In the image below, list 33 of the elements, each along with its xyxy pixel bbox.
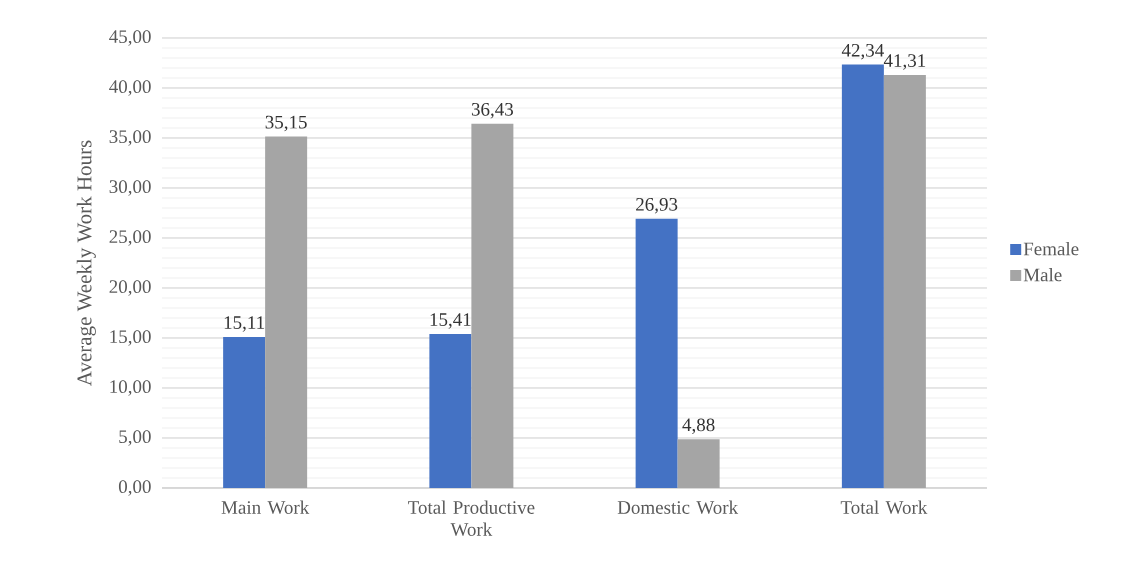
legend-label: Male [1023,268,1062,282]
bar [223,336,266,488]
bar [471,123,514,488]
legend-label: Female [1023,241,1079,256]
y-tick-label: 40,00 [109,80,151,96]
data-label: 41,31 [883,54,926,70]
data-label: 4,88 [682,418,715,434]
y-tick-label: 0,00 [118,480,151,496]
bar [635,218,678,488]
y-tick-label: 30,00 [109,180,151,196]
y-tick-label: 25,00 [109,230,151,246]
data-label: 36,43 [471,102,514,119]
data-label: 15,41 [430,313,471,329]
x-tick-label: Total Productive Work [408,500,535,536]
y-axis-title: Average Weekly Work Hours [76,140,96,386]
x-tick-label: Main Work [221,500,310,514]
data-label: 26,93 [636,197,678,214]
bar [841,64,884,488]
data-label: 42,34 [841,43,884,60]
data-label: 35,15 [265,115,307,132]
bar [677,439,720,488]
bar [265,136,308,488]
y-tick-label: 5,00 [119,430,151,446]
data-label: 15,11 [224,316,265,332]
bar [429,333,472,488]
x-tick-label: Domestic Work [617,500,739,514]
y-tick-label: 15,00 [110,330,151,346]
y-tick-label: 45,00 [109,30,151,46]
y-tick-label: 10,00 [110,380,151,396]
y-tick-label: 20,00 [109,280,151,296]
x-tick-label: Total Work [840,500,928,514]
bar [883,74,926,488]
y-tick-label: 35,00 [109,130,151,146]
